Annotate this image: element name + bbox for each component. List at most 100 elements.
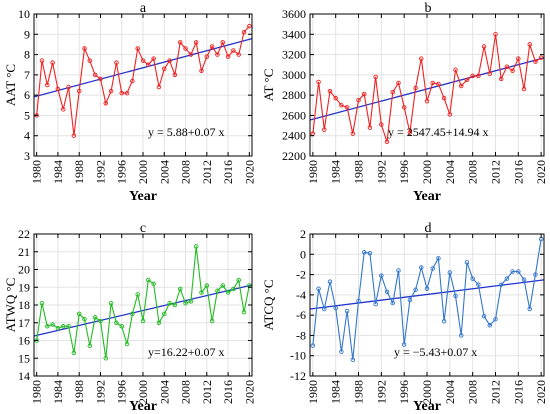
data-point — [119, 90, 124, 96]
x-tick-label: 2004 — [157, 160, 171, 184]
data-point — [510, 68, 515, 74]
data-point — [356, 97, 361, 103]
trend-equation: y = −5.43+0.07 x — [394, 345, 477, 359]
x-tick-label: 2020 — [242, 160, 256, 184]
x-tick-label: 1988 — [72, 380, 86, 404]
data-point — [188, 299, 194, 304]
series-line — [36, 25, 250, 136]
x-tick-label: 1980 — [306, 160, 320, 184]
y-tick-label: 14 — [18, 369, 30, 383]
data-point — [204, 283, 210, 288]
data-point — [373, 74, 378, 80]
y-tick-label: 8 — [24, 48, 30, 62]
y-tick-label: 22 — [18, 227, 30, 241]
y-tick-label: 15 — [18, 351, 30, 365]
data-point — [55, 325, 61, 331]
trend-line — [309, 57, 545, 121]
y-tick-label: 2600 — [282, 108, 306, 122]
data-point — [76, 311, 82, 317]
panel-a: 3 4 5 6 7 8 9 10 1980 1984 1988 1992 1996 2000 2004 200… — [3, 1, 256, 204]
data-point — [493, 32, 498, 37]
data-point — [487, 71, 493, 77]
x-tick-label: 2004 — [157, 380, 171, 404]
x-tick-label: 2020 — [242, 380, 256, 404]
data-point — [167, 58, 172, 63]
data-point — [344, 308, 350, 314]
data-point — [407, 297, 413, 303]
y-axis-label: AAT °C — [3, 64, 18, 106]
y-tick-label: 7 — [24, 68, 30, 82]
data-point — [476, 282, 481, 287]
data-point — [193, 244, 199, 249]
data-point — [220, 40, 226, 45]
data-point — [135, 46, 140, 51]
data-point — [199, 290, 204, 295]
panel-b: 2200 2400 2600 2800 3000 3200 3400 3600 1980 1984… — [261, 1, 548, 204]
data-point — [60, 324, 66, 329]
data-point — [470, 73, 475, 79]
data-point — [39, 300, 45, 306]
data-point — [436, 81, 441, 87]
data-point — [344, 105, 350, 110]
x-tick-label: 2000 — [136, 160, 150, 184]
data-point — [215, 288, 220, 294]
x-tick-label: 2016 — [221, 380, 235, 404]
data-point — [464, 260, 470, 265]
data-point — [140, 58, 146, 63]
data-point — [379, 122, 384, 127]
data-point — [146, 62, 151, 67]
x-tick-label: 2008 — [466, 380, 480, 404]
x-tick-label: 2012 — [488, 380, 502, 404]
data-point — [527, 42, 532, 47]
x-tick-label: 1980 — [30, 380, 44, 404]
panel-d: -12 -10 -8 -6 -4 -2 0 2 1980 1984 1988 1992 1996 2000… — [261, 221, 548, 414]
data-point — [225, 290, 231, 295]
trend-line — [309, 279, 545, 310]
data-point — [156, 84, 162, 90]
panel-title: d — [425, 221, 432, 236]
data-point — [316, 79, 321, 85]
x-tick-label: 2012 — [200, 380, 214, 404]
data-point — [241, 30, 247, 35]
panel-title: a — [140, 1, 147, 16]
x-tick-label: 1992 — [93, 160, 107, 184]
trend-equation: y = 2547.45+14.94 x — [388, 125, 489, 139]
data-point — [108, 88, 114, 94]
y-tick-label: 10 — [18, 7, 30, 21]
data-point — [333, 305, 338, 311]
data-point — [407, 130, 413, 135]
data-point — [71, 133, 77, 138]
data-point — [167, 300, 172, 306]
y-axis-label: AT °C — [261, 69, 276, 102]
data-point — [533, 272, 538, 277]
y-tick-label: -6 — [296, 308, 306, 322]
data-point — [498, 76, 504, 82]
data-point — [310, 343, 316, 348]
y-tick-label: -4 — [296, 288, 306, 302]
data-point — [458, 83, 464, 89]
data-point — [419, 265, 424, 270]
data-point — [510, 269, 515, 274]
data-point — [188, 52, 194, 57]
x-axis-label: Year — [129, 399, 157, 414]
data-point — [527, 306, 532, 312]
y-tick-label: -8 — [296, 328, 306, 342]
data-point — [464, 77, 470, 83]
data-point — [156, 320, 162, 326]
data-point — [350, 131, 356, 136]
y-tick-label: 19 — [18, 280, 30, 294]
data-point — [71, 350, 77, 356]
data-point — [316, 286, 321, 292]
data-point — [247, 23, 252, 29]
data-point — [162, 311, 167, 317]
data-point — [119, 324, 124, 329]
data-point — [327, 279, 333, 284]
data-point — [356, 298, 361, 304]
data-point — [82, 46, 87, 51]
data-point — [441, 95, 447, 101]
x-tick-label: 1992 — [374, 380, 388, 404]
data-point — [504, 276, 510, 281]
x-tick-label: 1984 — [329, 160, 343, 184]
data-point — [130, 78, 135, 84]
data-point — [225, 54, 231, 59]
